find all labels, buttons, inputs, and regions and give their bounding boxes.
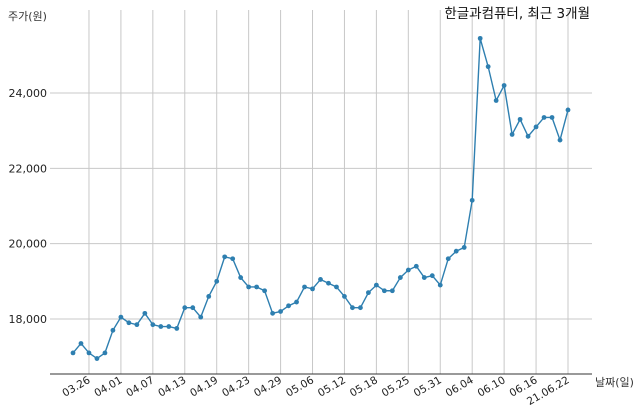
data-point bbox=[310, 286, 315, 292]
data-point bbox=[366, 290, 371, 296]
x-tick-label: 05.06 bbox=[284, 374, 316, 400]
data-point bbox=[509, 132, 515, 137]
data-point bbox=[110, 327, 116, 333]
data-point bbox=[437, 282, 443, 288]
data-point bbox=[381, 288, 387, 294]
data-point bbox=[206, 294, 212, 299]
x-tick-label: 03.26 bbox=[60, 374, 92, 400]
y-tick-label: 20,000 bbox=[9, 238, 48, 251]
data-point bbox=[477, 35, 483, 41]
x-tick-label: 04.23 bbox=[220, 374, 252, 399]
data-point bbox=[86, 350, 92, 356]
data-point bbox=[517, 116, 523, 122]
data-point bbox=[413, 263, 419, 269]
data-point bbox=[549, 115, 555, 120]
x-tick-label: 04.29 bbox=[252, 374, 284, 399]
data-point bbox=[302, 284, 307, 290]
x-tick-label: 05.12 bbox=[316, 374, 348, 399]
data-point bbox=[533, 124, 539, 130]
data-point bbox=[214, 278, 220, 284]
data-point bbox=[358, 305, 363, 311]
x-tick-label: 04.13 bbox=[156, 374, 188, 399]
x-tick-label: 05.25 bbox=[380, 374, 412, 399]
data-point bbox=[326, 280, 331, 286]
data-point bbox=[294, 299, 299, 305]
x-tick-label: 06.04 bbox=[444, 374, 476, 400]
data-point bbox=[397, 275, 403, 280]
data-point bbox=[78, 341, 84, 346]
x-tick-label: 05.31 bbox=[412, 374, 444, 399]
data-point bbox=[453, 248, 459, 254]
data-point bbox=[334, 284, 339, 290]
data-point bbox=[222, 254, 228, 260]
data-point bbox=[405, 267, 411, 273]
y-tick-labels: 18,000 20,000 22,000 24,000 bbox=[9, 87, 48, 326]
data-point bbox=[525, 133, 531, 139]
data-point bbox=[541, 115, 547, 120]
data-point bbox=[286, 303, 291, 309]
y-axis-label: 주가(원) bbox=[8, 10, 47, 23]
data-point bbox=[469, 197, 475, 203]
y-tick-label: 24,000 bbox=[9, 87, 48, 100]
data-point bbox=[158, 324, 164, 329]
price-series-line bbox=[72, 38, 569, 360]
data-point bbox=[182, 305, 188, 311]
data-point bbox=[445, 256, 451, 262]
data-point bbox=[70, 350, 76, 356]
data-point bbox=[150, 322, 156, 328]
data-point bbox=[142, 310, 148, 316]
x-tick-labels: 03.26 04.01 04.07 04.13 04.19 04.23 04.29 05.06… bbox=[60, 374, 571, 408]
data-point bbox=[342, 294, 347, 299]
data-point bbox=[270, 310, 275, 316]
data-point bbox=[238, 275, 244, 280]
data-point bbox=[501, 83, 507, 88]
data-point bbox=[278, 309, 283, 314]
data-point bbox=[557, 137, 563, 143]
x-tick-label: 06.10 bbox=[476, 374, 508, 399]
data-point bbox=[190, 305, 196, 311]
data-point bbox=[246, 284, 252, 290]
y-tick-label: 18,000 bbox=[9, 313, 48, 326]
data-point bbox=[373, 282, 379, 288]
data-point bbox=[493, 98, 499, 103]
x-tick-label: 04.19 bbox=[188, 374, 220, 399]
data-point bbox=[198, 314, 204, 320]
data-point bbox=[421, 275, 427, 280]
x-tick-label: 04.01 bbox=[92, 374, 124, 399]
data-point bbox=[262, 288, 268, 294]
data-point bbox=[389, 288, 395, 294]
data-point bbox=[102, 350, 108, 356]
data-point bbox=[118, 314, 124, 320]
data-point bbox=[174, 326, 180, 331]
x-tick-label: 05.18 bbox=[348, 374, 380, 399]
data-point bbox=[350, 305, 355, 311]
data-point bbox=[254, 284, 260, 290]
y-tick-label: 22,000 bbox=[9, 162, 48, 175]
data-point bbox=[134, 322, 140, 328]
data-point bbox=[429, 273, 435, 279]
chart-title: 한글과컴퓨터, 최근 3개월 bbox=[444, 6, 590, 22]
data-point bbox=[94, 356, 100, 361]
data-point bbox=[230, 256, 236, 262]
data-point bbox=[485, 64, 491, 70]
x-tick-label: 04.07 bbox=[124, 374, 156, 399]
price-markers bbox=[70, 35, 571, 361]
data-point bbox=[461, 245, 467, 250]
x-axis-label: 날짜(일) bbox=[595, 375, 634, 389]
data-point bbox=[318, 277, 323, 282]
gridlines bbox=[50, 10, 592, 374]
data-point bbox=[565, 107, 571, 113]
data-point bbox=[166, 324, 172, 329]
data-point bbox=[126, 320, 132, 326]
